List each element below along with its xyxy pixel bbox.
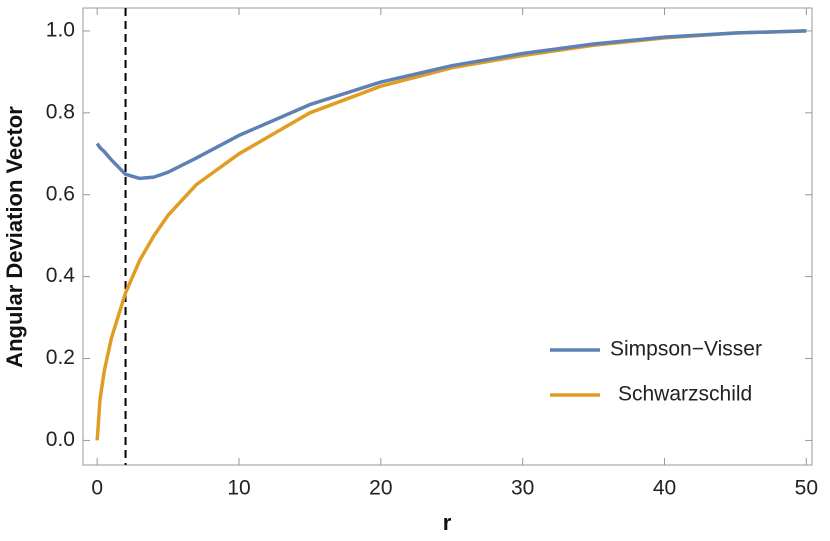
legend-label: Schwarzschild <box>618 383 752 406</box>
x-tick-label: 10 <box>227 477 250 500</box>
x-tick-label: 50 <box>795 477 818 500</box>
plot-frame <box>82 7 813 466</box>
legend-label: Simpson−Visser <box>610 338 762 361</box>
x-tick-label: 40 <box>653 477 676 500</box>
x-tick-label: 30 <box>511 477 534 500</box>
y-tick-label: 0.2 <box>46 346 75 369</box>
y-tick-label: 0.4 <box>46 264 76 287</box>
y-axis-title: Angular Deviation Vector <box>2 106 27 368</box>
y-tick-label: 0.8 <box>46 100 75 123</box>
series-line <box>95 29 807 181</box>
y-tick-label: 1.0 <box>46 18 75 41</box>
x-axis-title: r <box>443 510 452 535</box>
y-tick-label: 0.6 <box>46 182 75 205</box>
series-line <box>95 29 807 441</box>
y-tick-label: 0.0 <box>46 428 75 451</box>
x-tick-label: 20 <box>369 477 392 500</box>
x-tick-label: 0 <box>91 477 103 500</box>
